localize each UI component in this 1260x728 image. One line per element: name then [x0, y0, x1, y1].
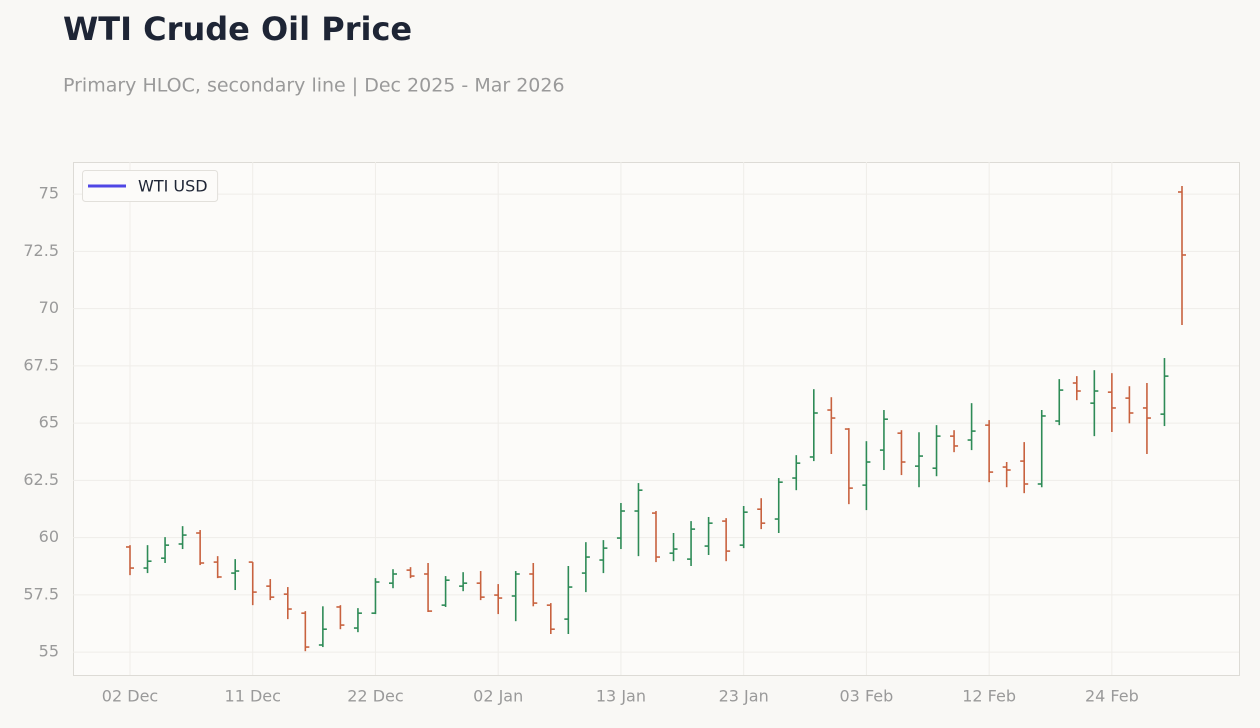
ohlc-bar: [792, 455, 801, 491]
x-tick-label: 02 Dec: [102, 687, 158, 706]
plot-area: [73, 162, 1240, 676]
ohlc-bar: [844, 428, 853, 505]
ohlc-bar: [1178, 186, 1186, 326]
x-tick-label: 23 Jan: [719, 687, 769, 706]
legend-label: WTI USD: [138, 177, 208, 196]
ohlc-bar: [879, 410, 888, 471]
ohlc-bar: [669, 533, 678, 562]
ohlc-bar: [897, 430, 906, 476]
ohlc-bar: [248, 561, 257, 606]
ohlc-bar: [301, 611, 310, 652]
x-tick-label: 11 Dec: [225, 687, 281, 706]
ohlc-bar: [757, 498, 766, 530]
ohlc-bar: [1160, 358, 1169, 427]
ohlc-bar: [722, 518, 731, 562]
y-tick-label: 72.5: [23, 241, 59, 260]
ohlc-bar: [967, 403, 976, 451]
x-tick-label: 02 Jan: [473, 687, 523, 706]
ohlc-bar: [1037, 410, 1046, 488]
x-tick-label: 12 Feb: [962, 687, 1016, 706]
chart-title: WTI Crude Oil Price: [63, 10, 412, 48]
y-tick-label: 62.5: [23, 470, 59, 489]
ohlc-bar: [283, 587, 292, 620]
ohlc-bar: [1125, 386, 1134, 424]
ohlc-bar: [774, 478, 783, 534]
ohlc-bar: [213, 556, 222, 579]
ohlc-bar: [932, 425, 941, 477]
ohlc-bar: [371, 578, 380, 615]
ohlc-bar: [178, 526, 187, 550]
ohlc-bar: [424, 563, 433, 613]
ohlc-bar: [196, 530, 205, 566]
ohlc-bar: [476, 571, 485, 601]
ohlc-bar: [529, 563, 538, 607]
ohlc-bar: [581, 542, 590, 593]
ohlc-bar: [1055, 379, 1064, 426]
y-tick-label: 57.5: [23, 584, 59, 603]
ohlc-bar: [406, 567, 415, 579]
y-tick-label: 55: [39, 642, 59, 661]
ohlc-bar: [389, 569, 397, 589]
ohlc-bar: [546, 603, 555, 635]
ohlc-bar: [1072, 376, 1081, 401]
ohlc-bar: [353, 608, 362, 633]
ohlc-bar: [1090, 370, 1099, 437]
legend-box: [82, 170, 219, 202]
x-tick-label: 03 Feb: [840, 687, 894, 706]
ohlc-bar: [161, 537, 170, 564]
ohlc-bar: [494, 584, 503, 615]
ohlc-bar: [143, 545, 152, 574]
ohlc-bar: [915, 432, 923, 488]
ohlc-bar: [459, 572, 468, 592]
ohlc-bar: [827, 397, 836, 454]
ohlc-bar: [1107, 373, 1116, 433]
x-tick-label: 13 Jan: [596, 687, 646, 706]
ohlc-bar: [1002, 462, 1011, 488]
ohlc-bar: [652, 511, 660, 563]
ohlc-bar: [862, 441, 871, 511]
ohlc-bar: [739, 505, 748, 549]
y-tick-label: 67.5: [23, 355, 59, 374]
y-tick-label: 60: [39, 527, 59, 546]
ohlc-bar: [704, 516, 713, 555]
ohlc-bar: [441, 576, 450, 607]
ohlc-bar: [599, 540, 608, 574]
ohlc-bar: [564, 565, 573, 635]
x-tick-label: 24 Feb: [1085, 687, 1139, 706]
x-tick-label: 22 Dec: [347, 687, 403, 706]
ohlc-bar: [336, 605, 345, 630]
ohlc-bar: [266, 579, 275, 601]
ohlc-bar: [126, 545, 134, 576]
ohlc-bar: [985, 420, 994, 483]
ohlc-bar: [687, 521, 696, 566]
y-tick-label: 75: [39, 184, 59, 203]
ohlc-bar: [634, 483, 643, 557]
y-tick-label: 65: [39, 413, 59, 432]
ohlc-bar: [1142, 383, 1151, 454]
ohlc-bar: [231, 559, 240, 591]
chart-subtitle: Primary HLOC, secondary line | Dec 2025 …: [63, 75, 565, 97]
ohlc-bar: [616, 503, 625, 550]
y-tick-label: 70: [39, 298, 59, 317]
legend: WTI USD: [82, 170, 219, 202]
ohlc-bar: [1020, 442, 1029, 494]
ohlc-bar: [511, 571, 520, 622]
ohlc-bar: [318, 606, 327, 648]
ohlc-bar: [950, 430, 959, 453]
ohlc-bar: [809, 389, 818, 462]
